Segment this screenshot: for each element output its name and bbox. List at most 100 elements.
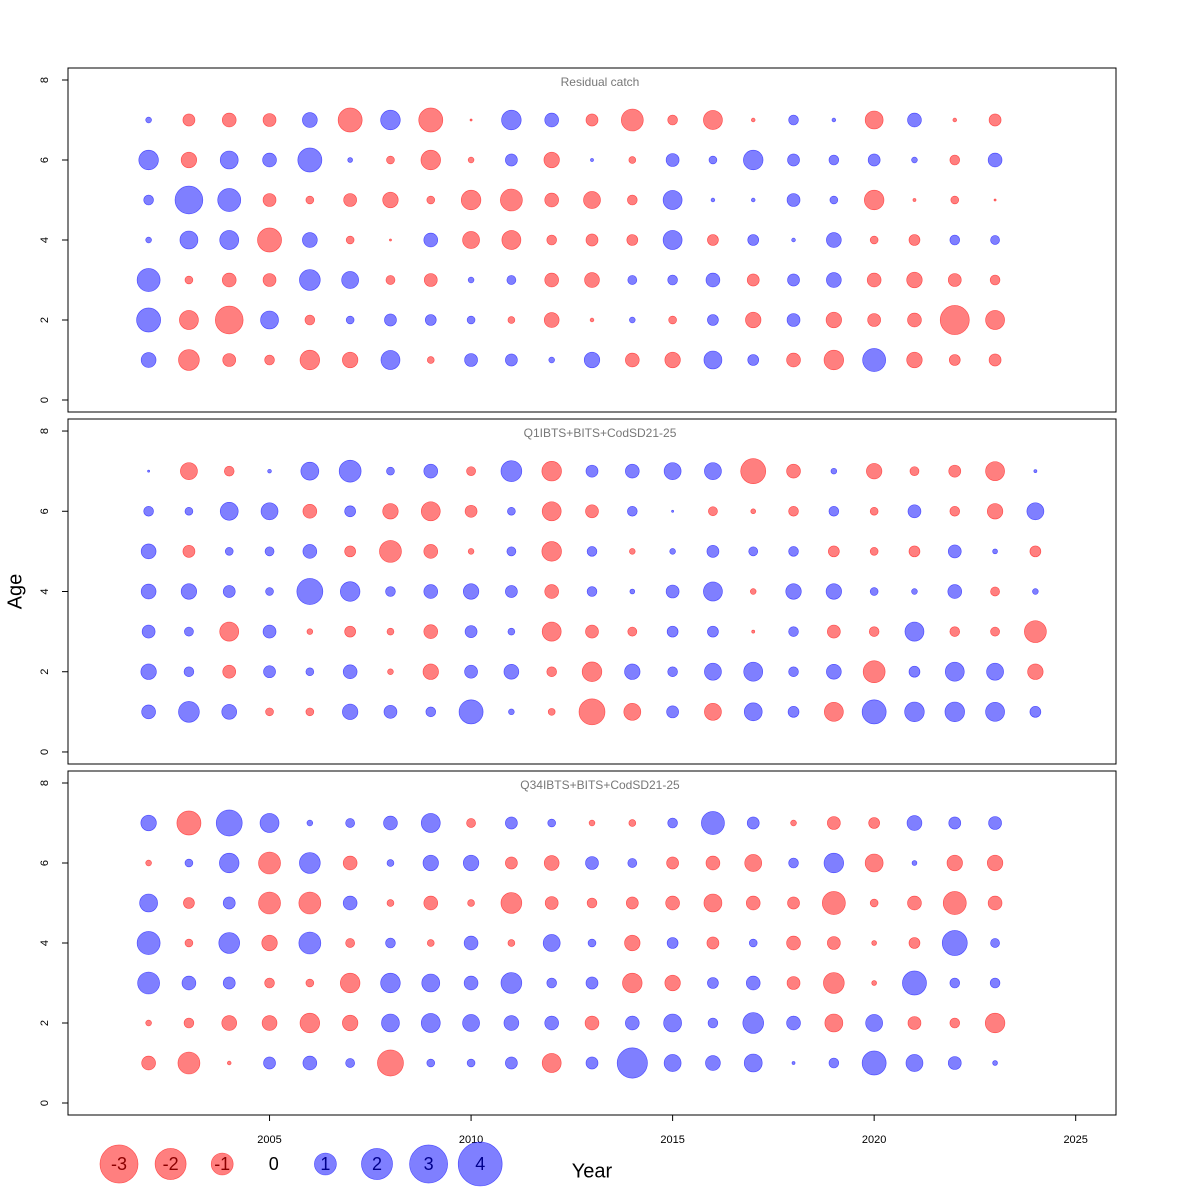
residual-bubble [788,506,799,517]
residual-bubble [942,891,967,915]
residual-bubble [944,701,965,722]
residual-bubble [583,191,601,209]
residual-bubble [145,859,152,867]
residual-bubble [342,351,359,369]
residual-bubble [463,935,479,951]
residual-bubble [786,313,801,327]
residual-bubble [625,463,640,479]
residual-bubble [662,190,683,210]
y-tick-label: 4 [39,940,51,946]
residual-bubble [947,273,962,287]
residual-bubble [218,932,240,954]
residual-bubble [140,352,157,368]
residual-bubble [505,585,518,598]
x-tick-label: 2020 [862,1134,886,1146]
residual-bubble [703,110,723,130]
residual-bubble [221,272,237,288]
residual-bubble [864,110,884,130]
residual-bubble [666,856,679,870]
residual-bubble [422,663,439,680]
residual-bubble [621,108,644,132]
residual-bubble [505,153,518,167]
residual-bubble [909,466,920,476]
legend-label: 2 [372,1154,382,1174]
residual-bubble [950,195,960,205]
residual-bubble [345,818,355,828]
residual-bubble [219,230,240,250]
legend-bubble [314,1152,337,1176]
residual-bubble [423,544,439,559]
residual-bubble [420,149,441,171]
residual-bubble [426,356,435,364]
residual-bubble [905,1054,924,1072]
y-tick-label: 2 [39,669,51,675]
residual-bubble [990,938,1000,948]
residual-bubble [624,663,641,680]
residual-bubble [547,818,556,828]
residual-bubble [377,1049,404,1077]
residual-bubble [145,116,152,124]
residual-bubble [704,462,722,480]
residual-bubble [828,545,840,558]
residual-bubble [949,626,960,637]
residual-bubble [667,666,678,677]
residual-bubble [625,1015,640,1031]
residual-bubble [788,626,799,637]
residual-bubble [750,588,757,595]
residual-bubble [788,666,799,677]
residual-bubble [827,624,841,639]
residual-bubble [224,465,235,477]
residual-bubble [585,113,599,127]
residual-bubble [668,315,677,325]
residual-bubble [586,897,598,909]
residual-bubble [500,892,523,914]
residual-bubble [184,507,194,516]
residual-bubble [389,238,392,242]
legend-label: -3 [111,1154,127,1174]
residual-bubble [823,349,844,371]
residual-bubble [949,977,960,989]
residual-bubble [744,854,763,872]
residual-bubble [911,588,918,595]
residual-bubble [259,813,280,833]
residual-bubble [176,810,202,836]
residual-bubble [466,466,476,476]
residual-bubble [543,151,560,169]
residual-bubble [987,152,1003,168]
residual-bubble [941,930,968,956]
residual-bubble [342,895,358,911]
residual-bubble [183,897,195,909]
residual-bubble [787,706,800,718]
residual-bubble [302,232,318,248]
residual-bubble [258,851,281,875]
residual-bubble [462,231,480,249]
residual-bubble [136,268,161,292]
residual-bubble [464,504,478,518]
residual-bubble [585,504,599,519]
residual-bubble [666,625,679,638]
y-tick-label: 4 [39,237,51,243]
residual-bubble [302,544,318,559]
residual-bubble [507,939,516,947]
residual-bubble [137,971,160,995]
residual-bubble [703,350,723,370]
residual-bubble [547,708,556,716]
residual-bubble [907,504,922,519]
residual-bubble [628,156,637,164]
residual-bubble [871,940,877,946]
residual-bubble [139,893,158,913]
residual-bubble [174,185,204,215]
residual-bubble [828,154,840,166]
residual-bubble [946,854,963,872]
residual-bubble [221,704,237,720]
y-tick-label: 6 [39,508,51,514]
residual-bubble [302,504,318,519]
residual-bubble [826,663,842,680]
residual-bubble [1029,706,1042,718]
residual-bubble [182,545,196,558]
residual-bubble [990,235,1000,245]
residual-bubble [262,273,277,287]
residual-bubble [869,547,879,556]
legend-bubble [457,1141,503,1187]
residual-bubble [500,460,523,482]
